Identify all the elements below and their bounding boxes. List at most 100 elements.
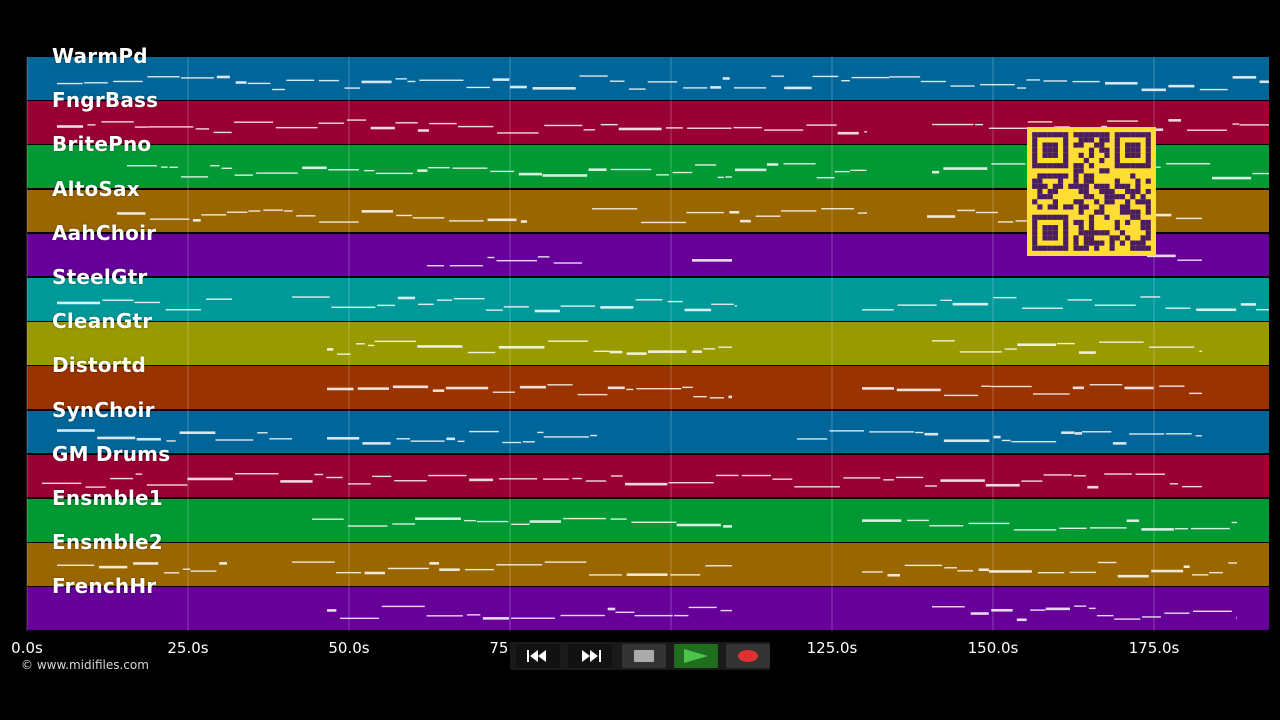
note xyxy=(924,485,937,487)
note xyxy=(1175,217,1202,219)
note xyxy=(1078,351,1096,355)
note xyxy=(589,574,623,576)
note xyxy=(149,218,190,220)
note xyxy=(134,126,149,128)
note xyxy=(482,617,509,621)
note xyxy=(618,127,662,131)
note xyxy=(896,389,941,392)
play-icon xyxy=(684,649,708,663)
note xyxy=(862,309,894,311)
note xyxy=(319,220,359,223)
note xyxy=(113,80,143,83)
note xyxy=(543,435,589,438)
note xyxy=(395,78,407,80)
note xyxy=(1021,480,1043,482)
track-row xyxy=(27,322,1269,365)
note xyxy=(940,479,985,482)
note xyxy=(993,296,1017,299)
note xyxy=(347,525,388,527)
record-button[interactable] xyxy=(726,644,770,668)
stop-button[interactable] xyxy=(622,644,666,668)
note xyxy=(1087,485,1099,489)
note xyxy=(1105,81,1138,85)
note xyxy=(1147,254,1176,257)
note xyxy=(709,397,724,399)
note xyxy=(410,440,445,442)
note xyxy=(57,125,84,129)
note xyxy=(85,486,106,488)
note xyxy=(1112,441,1127,445)
rewind-icon xyxy=(527,650,546,662)
note xyxy=(896,476,924,478)
note xyxy=(725,176,732,179)
note xyxy=(372,475,392,477)
note xyxy=(163,572,180,574)
note xyxy=(1069,571,1096,574)
fast-forward-button[interactable] xyxy=(568,644,612,668)
note xyxy=(728,395,732,399)
qr-code xyxy=(1027,127,1156,256)
track-row xyxy=(27,410,1269,454)
note xyxy=(991,163,1026,165)
track-label: FngrBass xyxy=(52,88,159,113)
note xyxy=(600,306,634,309)
note xyxy=(509,85,527,89)
note xyxy=(1017,343,1057,347)
note xyxy=(263,209,283,211)
note xyxy=(1196,308,1237,312)
note xyxy=(970,612,989,616)
note xyxy=(1232,76,1257,79)
note xyxy=(187,477,233,481)
copyright-text: © www.midifiles.com xyxy=(21,658,149,672)
note xyxy=(1013,529,1057,531)
note xyxy=(439,568,460,572)
note xyxy=(181,77,214,79)
note xyxy=(841,79,850,82)
note xyxy=(980,83,1015,86)
note xyxy=(522,440,535,443)
note xyxy=(109,477,133,480)
note xyxy=(256,172,298,175)
note xyxy=(583,129,595,131)
note xyxy=(585,480,607,482)
note xyxy=(496,259,537,262)
note xyxy=(862,571,883,573)
rewind-button[interactable] xyxy=(516,644,560,668)
note xyxy=(1072,386,1085,390)
note xyxy=(950,85,975,87)
note xyxy=(364,170,375,172)
note xyxy=(395,122,418,124)
note xyxy=(1168,119,1182,122)
note xyxy=(449,264,483,267)
note xyxy=(560,305,595,307)
note xyxy=(427,264,445,267)
record-icon xyxy=(738,650,758,662)
note xyxy=(375,173,413,175)
note xyxy=(337,353,351,356)
play-button[interactable] xyxy=(674,644,718,668)
note xyxy=(1059,527,1087,530)
note xyxy=(179,431,216,434)
track-notes xyxy=(427,254,1202,267)
track-label: Ensmble1 xyxy=(52,486,163,510)
note xyxy=(740,219,751,223)
note xyxy=(102,299,134,301)
note xyxy=(1193,610,1232,613)
note xyxy=(534,309,560,313)
note xyxy=(1259,80,1269,84)
note xyxy=(957,570,974,572)
note xyxy=(498,346,545,349)
note xyxy=(169,166,178,169)
note xyxy=(361,80,392,84)
note xyxy=(720,610,732,612)
note xyxy=(487,256,495,259)
note xyxy=(1199,350,1202,353)
note xyxy=(537,255,550,258)
note xyxy=(344,87,361,89)
track-label: Ensmble2 xyxy=(52,530,163,555)
note xyxy=(628,88,646,90)
note xyxy=(327,436,360,440)
note xyxy=(1177,259,1202,261)
note xyxy=(511,523,530,526)
note xyxy=(503,306,529,308)
